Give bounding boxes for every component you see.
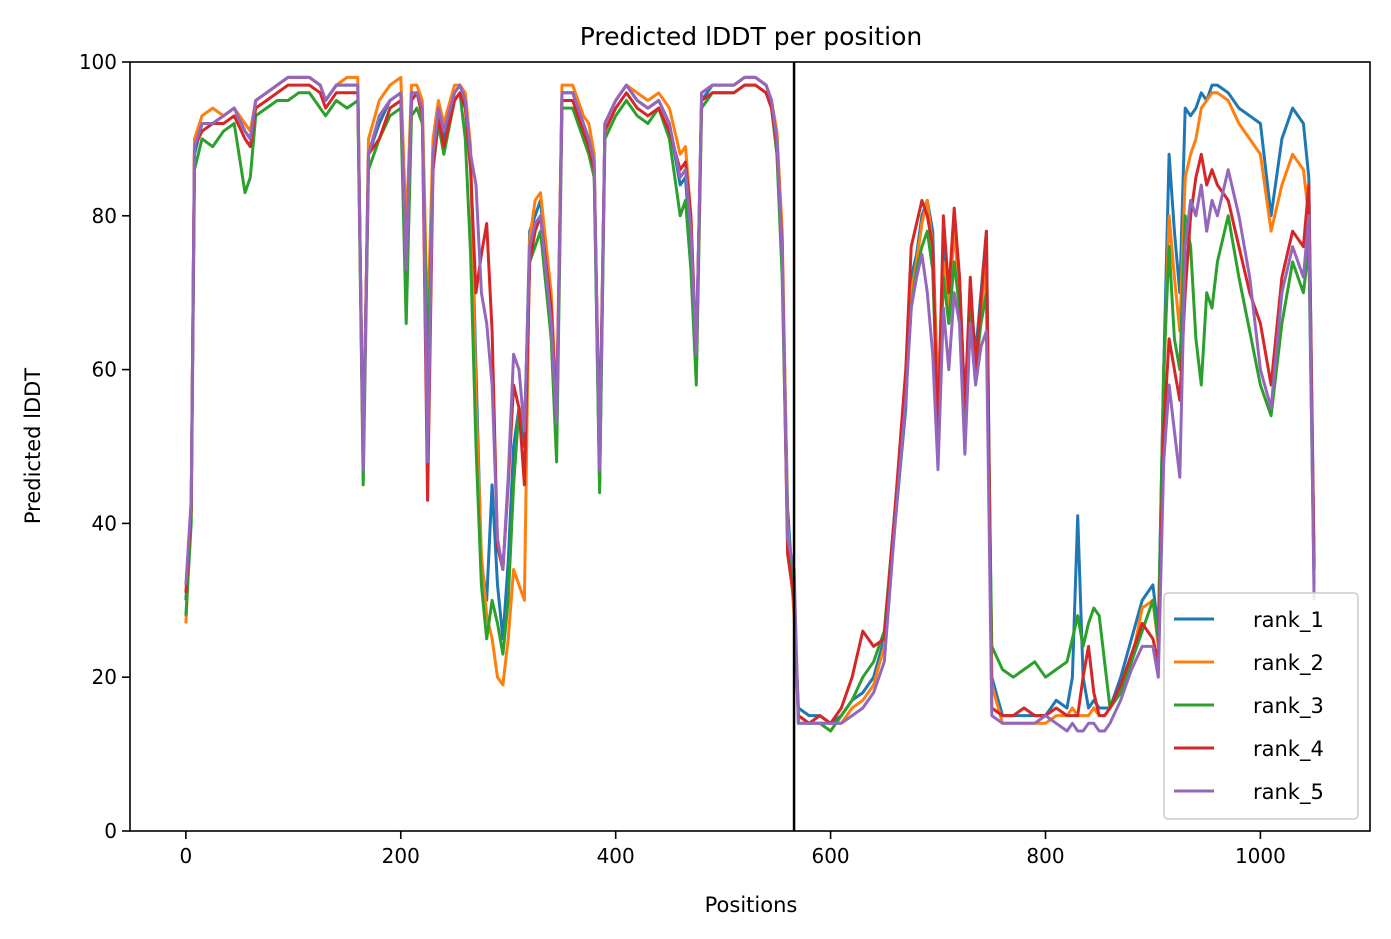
series-line-rank-5 xyxy=(184,75,1316,733)
y-tick-label: 40 xyxy=(92,511,117,535)
y-tick-label: 100 xyxy=(79,50,117,74)
x-tick-label: 200 xyxy=(382,844,420,868)
x-tick-label: 1000 xyxy=(1235,844,1286,868)
legend: rank_1 rank_2 rank_3 rank_4 rank_5 xyxy=(1163,592,1359,820)
legend-label: rank_4 xyxy=(1253,737,1324,762)
x-tick-label: 0 xyxy=(180,844,193,868)
legend-label: rank_1 xyxy=(1253,608,1324,633)
y-tick-label: 80 xyxy=(92,204,117,228)
legend-label: rank_5 xyxy=(1253,780,1324,805)
y-axis: 0 20 40 60 80 100 xyxy=(79,50,130,843)
y-tick-label: 60 xyxy=(92,358,117,382)
x-axis: 0 200 400 600 800 1000 xyxy=(180,831,1286,868)
legend-label: rank_2 xyxy=(1253,651,1324,676)
axes-frame xyxy=(129,61,1371,832)
chart-title: Predicted lDDT per position xyxy=(580,22,922,51)
x-tick-label: 400 xyxy=(597,844,635,868)
y-axis-label: Predicted lDDT xyxy=(21,368,45,524)
legend-box xyxy=(1163,592,1359,820)
y-tick-label: 20 xyxy=(92,665,117,689)
x-tick-label: 600 xyxy=(811,844,849,868)
legend-label: rank_3 xyxy=(1253,694,1324,719)
x-tick-label: 800 xyxy=(1026,844,1064,868)
y-tick-label: 0 xyxy=(104,819,117,843)
x-axis-label: Positions xyxy=(705,893,798,917)
series-layer xyxy=(184,75,1316,733)
plot-area xyxy=(129,61,1371,832)
